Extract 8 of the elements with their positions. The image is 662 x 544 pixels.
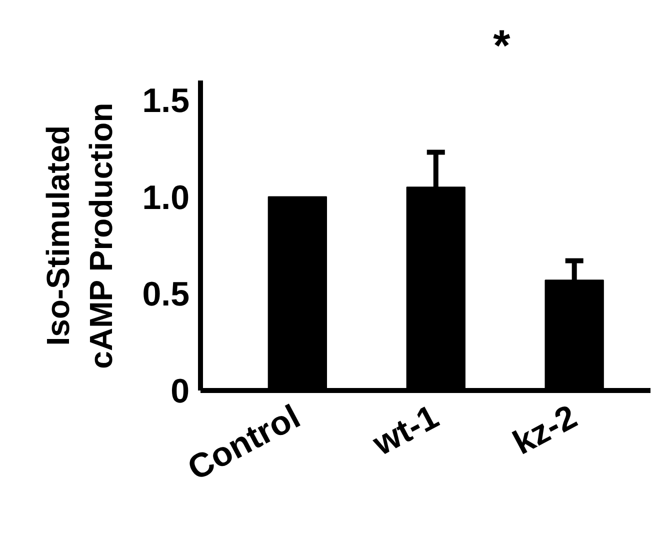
y-tick-label: 0 xyxy=(170,372,190,410)
x-tick-label: wt-1 xyxy=(366,398,445,464)
y-tick-label: 1.5 xyxy=(142,82,190,120)
x-tick-label: kz-2 xyxy=(507,398,584,462)
y-tick-label: 1.0 xyxy=(142,178,190,217)
y-axis-title: Iso-Stimulated cAMP Production xyxy=(40,102,120,369)
y-tick-label: 0.5 xyxy=(142,276,190,314)
text: * xyxy=(493,22,512,70)
